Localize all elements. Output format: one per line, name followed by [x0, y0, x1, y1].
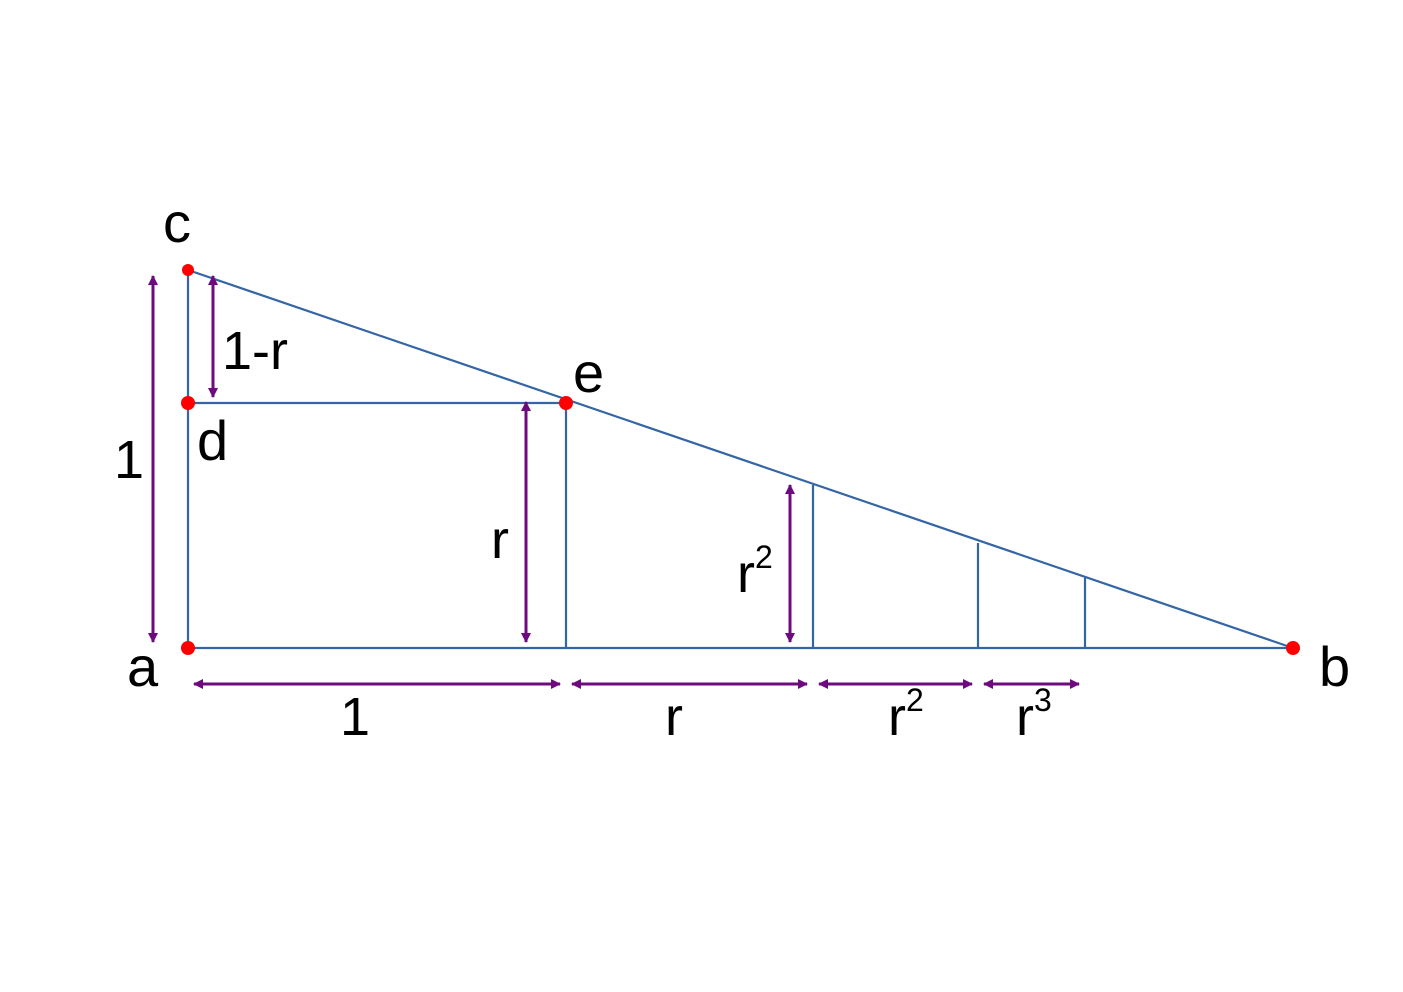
point-b — [1286, 641, 1300, 655]
label-height-r-squared-exponent: 2 — [755, 539, 773, 575]
label-point-c: c — [163, 191, 191, 254]
point-a — [181, 641, 195, 655]
label-width-1: 1 — [340, 687, 370, 747]
label-width-r: r — [665, 687, 683, 747]
point-d — [181, 396, 195, 410]
point-c — [182, 264, 194, 276]
label-point-b: b — [1319, 635, 1350, 698]
label-height-1-minus-r: 1-r — [222, 321, 288, 381]
label-point-d: d — [197, 409, 228, 472]
label-width-r-squared: r2 — [888, 682, 924, 747]
label-width-r-squared-exponent: 2 — [906, 682, 924, 718]
label-width-r-cubed-base: r — [1016, 687, 1034, 747]
label-width-r-cubed-exponent: 3 — [1034, 682, 1052, 718]
label-height-r-squared-base: r — [737, 544, 755, 604]
point-e — [559, 396, 573, 410]
label-point-e: e — [573, 341, 604, 404]
triangle-lines — [186, 268, 1294, 650]
label-point-a: a — [127, 635, 159, 698]
label-width-r-squared-base: r — [888, 687, 906, 747]
label-height-r: r — [491, 510, 509, 570]
label-width-r-cubed: r3 — [1016, 682, 1052, 747]
dimension-arrows — [148, 275, 1080, 689]
label-height-1: 1 — [114, 430, 144, 490]
vertex-points — [181, 264, 1300, 655]
hypotenuse-cb — [187, 268, 1294, 650]
label-height-r-squared: r2 — [737, 539, 773, 604]
